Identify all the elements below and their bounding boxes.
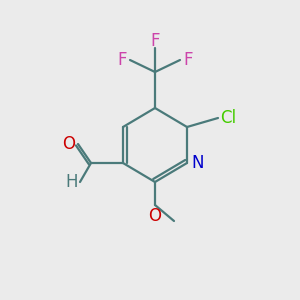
- Text: F: F: [150, 32, 160, 50]
- Text: N: N: [191, 154, 203, 172]
- Text: F: F: [183, 51, 193, 69]
- Text: H: H: [65, 173, 78, 191]
- Text: O: O: [148, 207, 161, 225]
- Text: Cl: Cl: [220, 109, 236, 127]
- Text: F: F: [118, 51, 127, 69]
- Text: O: O: [62, 135, 75, 153]
